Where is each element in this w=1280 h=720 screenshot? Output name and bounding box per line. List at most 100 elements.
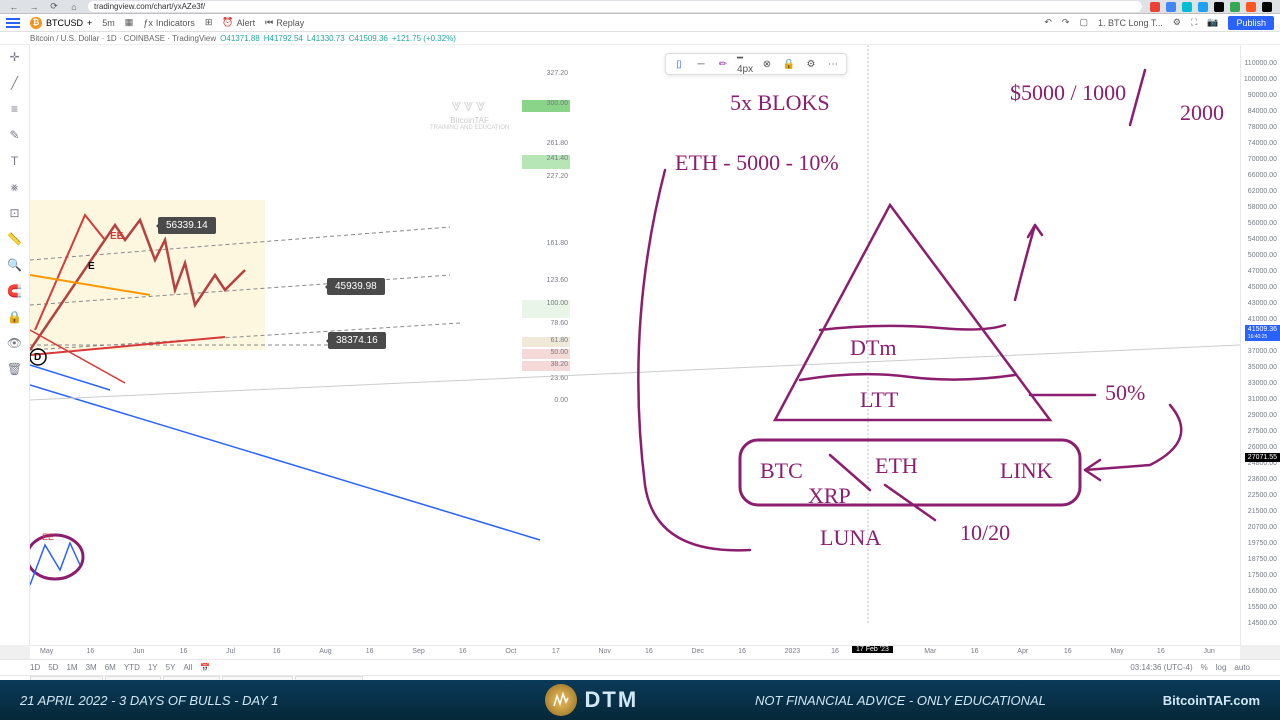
price-tag[interactable]: 56339.14 [158,217,216,234]
goto-date-icon[interactable]: 📅 [200,663,210,672]
time-tick: 16 [459,648,467,655]
chart-canvas[interactable]: ⩔⩔⩔ BitcoinTAF TRAINING AND EDUCATION 32… [30,45,1240,645]
price-axis[interactable]: 110000.00100000.0090000.0084000.0078000.… [1240,45,1280,645]
ext-icon[interactable] [1246,2,1256,12]
interval-5Y[interactable]: 5Y [166,663,176,672]
replay-button[interactable]: ⏮ Replay [265,17,304,28]
symbol-add-icon[interactable]: + [87,18,92,28]
price-tick: 62000.00 [1248,188,1277,195]
layout-name[interactable]: 1. BTC Long T... [1098,18,1163,28]
lock-tool-icon[interactable]: 🔒 [782,57,796,71]
drawing-toolbar: ✛ ╱ ≡ ✎ T ⨳ ⊡ 📏 🔍 🧲 🔒 👁 🗑 [0,45,30,645]
chart-type-icon[interactable]: ▦ [125,17,134,28]
menu-icon[interactable] [6,17,20,29]
price-tick: 16500.00 [1248,588,1277,595]
pattern-icon[interactable]: ⨳ [7,179,23,195]
time-tick: 16 [180,648,188,655]
trash-icon[interactable]: 🗑 [7,361,23,377]
chart-lines: EE [30,45,1240,645]
time-tick: May [40,648,53,655]
time-tick: 16 [1157,648,1165,655]
ext-icon[interactable] [1166,2,1176,12]
elliott-wave-label: E [88,261,95,272]
zoom-icon[interactable]: 🔍 [7,257,23,273]
width-icon[interactable]: ━ 4px [738,57,752,71]
measure-icon[interactable]: 📏 [7,231,23,247]
indicators-button[interactable]: ƒx Indicators [143,18,195,28]
main-toolbar: ₿ BTCUSD + 5m ▦ ƒx Indicators ⊞ ⏰ Alert … [0,14,1280,32]
price-tick: 18750.00 [1248,556,1277,563]
ext-icon[interactable] [1198,2,1208,12]
fullscreen-icon[interactable]: ⛶ [1191,17,1197,28]
settings-tool-icon[interactable]: ⚙ [804,57,818,71]
browser-chrome: ← → ⟳ ⌂ tradingview.com/chart/yxAZe3f/ [0,0,1280,14]
line-tool-icon[interactable]: ─ [694,57,708,71]
price-tag[interactable]: 45939.98 [327,278,385,295]
price-tick: 31000.00 [1248,396,1277,403]
hide-icon[interactable]: 👁 [7,335,23,351]
more-icon[interactable]: ⋯ [826,57,840,71]
time-tick: Jul [226,648,235,655]
ext-icon[interactable] [1262,2,1272,12]
interval-1Y[interactable]: 1Y [148,663,158,672]
scale-log[interactable]: log [1216,663,1227,672]
ext-icon[interactable] [1230,2,1240,12]
interval-5D[interactable]: 5D [48,663,58,672]
interval-1D[interactable]: 1D [30,663,40,672]
magnet-icon[interactable]: 🧲 [7,283,23,299]
fib-icon[interactable]: ≡ [7,101,23,117]
trendline-icon[interactable]: ╱ [7,75,23,91]
lock-icon[interactable]: 🔒 [7,309,23,325]
layout-icon[interactable]: ▢ [1079,17,1088,28]
interval-selector[interactable]: 5m [102,18,115,28]
time-tick: Jun [133,648,144,655]
select-icon[interactable]: ▯ [672,57,686,71]
brush-icon[interactable]: ✎ [7,127,23,143]
ext-icon[interactable] [1182,2,1192,12]
price-tick: 33000.00 [1248,380,1277,387]
time-tick: Apr [1017,648,1028,655]
undo-icon[interactable]: ↶ [1044,17,1052,28]
forecast-icon[interactable]: ⊡ [7,205,23,221]
publish-button[interactable]: Publish [1228,16,1274,30]
brush-tool-icon[interactable]: ✏ [716,57,730,71]
ext-icon[interactable] [1150,2,1160,12]
time-axis[interactable]: May16Jun16Jul16Aug16Sep16Oct17Nov16Dec16… [30,645,1240,659]
redo-icon[interactable]: ↷ [1062,17,1070,28]
ext-icon[interactable] [1214,2,1224,12]
price-current-label: 41509.3616:40:25 [1245,325,1280,341]
ohlc-change: +121.75 (+0.32%) [392,34,456,43]
templates-icon[interactable]: ⊞ [205,17,213,28]
interval-1M[interactable]: 1M [66,663,77,672]
snapshot-icon[interactable]: 📷 [1207,17,1218,28]
eraser-icon[interactable]: ⊗ [760,57,774,71]
scale-auto[interactable]: auto [1234,663,1250,672]
alert-button[interactable]: ⏰ Alert [222,17,255,28]
price-tag[interactable]: 38374.16 [328,332,386,349]
time-tick: Dec [692,648,704,655]
interval-YTD[interactable]: YTD [124,663,140,672]
forward-icon[interactable]: → [28,1,40,13]
reload-icon[interactable]: ⟳ [48,1,60,13]
text-icon[interactable]: T [7,153,23,169]
price-tick: 100000.00 [1244,76,1277,83]
search-icon[interactable]: ⚙ [1173,17,1181,28]
url-text: tradingview.com/chart/yxAZe3f/ [94,2,205,11]
price-tick: 37000.00 [1248,348,1277,355]
url-bar[interactable]: tradingview.com/chart/yxAZe3f/ [88,1,1142,12]
price-tick: 14500.00 [1248,620,1277,627]
home-icon[interactable]: ⌂ [68,1,80,13]
time-tick: 2023 [785,648,801,655]
time-tick: Jun [1203,648,1214,655]
back-icon[interactable]: ← [8,1,20,13]
interval-All[interactable]: All [183,663,192,672]
btc-icon: ₿ [30,17,42,29]
interval-3M[interactable]: 3M [86,663,97,672]
scale-pct[interactable]: % [1201,663,1208,672]
time-current-label: 17 Feb '23 [852,646,893,653]
time-tick: 16 [87,648,95,655]
time-tick: 16 [831,648,839,655]
cursor-icon[interactable]: ✛ [7,49,23,65]
symbol-selector[interactable]: ₿ BTCUSD + [30,17,92,29]
interval-6M[interactable]: 6M [105,663,116,672]
